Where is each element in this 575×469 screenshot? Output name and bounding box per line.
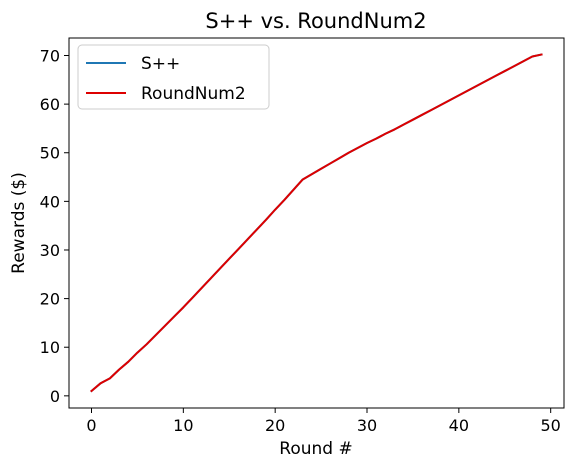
series-line-roundnum2	[90, 53, 543, 393]
x-tick-label: 0	[86, 416, 96, 435]
legend: S++ RoundNum2	[77, 44, 270, 110]
y-axis-label: Rewards ($)	[9, 172, 29, 274]
series-layer	[90, 53, 543, 393]
x-axis-ticks: 0 10 20 30 40 50	[86, 408, 561, 435]
legend-label-roundnum2: RoundNum2	[141, 84, 246, 104]
x-tick-label: 40	[449, 416, 469, 435]
chart-title: S++ vs. RoundNum2	[205, 9, 426, 33]
x-tick-label: 50	[541, 416, 561, 435]
y-tick-label: 20	[40, 290, 60, 309]
x-tick-label: 10	[173, 416, 193, 435]
y-tick-label: 40	[40, 192, 60, 211]
x-tick-label: 30	[357, 416, 377, 435]
y-tick-label: 0	[50, 387, 60, 406]
y-tick-label: 60	[40, 95, 60, 114]
x-axis-label: Round #	[279, 439, 352, 459]
y-axis-ticks: 0 10 20 30 40 50 60 70	[40, 47, 69, 406]
y-tick-label: 10	[40, 338, 60, 357]
y-tick-label: 70	[40, 47, 60, 66]
x-tick-label: 20	[265, 416, 285, 435]
plot-frame	[68, 37, 565, 409]
legend-label-s-plus-plus: S++	[141, 54, 180, 74]
y-tick-label: 50	[40, 144, 60, 163]
y-tick-label: 30	[40, 241, 60, 260]
